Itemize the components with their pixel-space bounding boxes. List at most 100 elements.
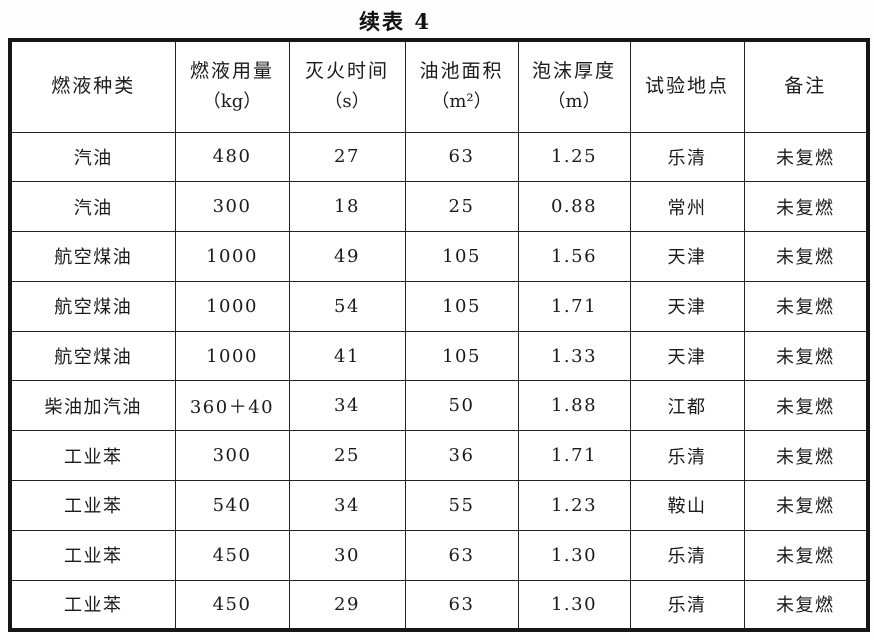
table-cell: 300 (174, 430, 290, 482)
table-cell: 18 (288, 181, 406, 233)
table-row: 汽油 300 18 25 0.88 常州 未复燃 (9, 181, 869, 233)
table-row: 汽油 480 27 63 1.25 乐清 未复燃 (9, 131, 869, 183)
column-unit: （m²） (431, 91, 492, 113)
column-unit: （m） (547, 91, 601, 113)
table-cell: 未复燃 (743, 430, 869, 482)
table-cell: 工业苯 (9, 430, 176, 482)
column-header: 备注 (743, 39, 869, 133)
table-cell: 49 (288, 231, 406, 282)
column-header: 试验地点 (629, 39, 745, 133)
column-label: 油池面积 (419, 60, 504, 83)
table-cell: 1.23 (517, 480, 631, 531)
table-cell: 30 (288, 529, 406, 581)
table-cell: 航空煤油 (9, 231, 176, 282)
data-table: 燃液种类 燃液用量 （kg） 灭火时间 （s） 油池面积 （m²） 泡沫厚度 （m） 试验地点 备注… (8, 38, 870, 632)
table-row: 航空煤油 1000 54 105 1.71 天津 未复燃 (9, 280, 869, 332)
table-cell: 汽油 (9, 181, 176, 233)
column-header: 灭火时间 （s） (288, 39, 406, 133)
table-cell: 天津 (629, 231, 745, 282)
column-header: 泡沫厚度 （m） (517, 39, 631, 133)
table-cell: 天津 (629, 330, 745, 382)
table-cell: 未复燃 (743, 131, 869, 183)
table-cell: 未复燃 (743, 330, 869, 382)
table-row: 航空煤油 1000 41 105 1.33 天津 未复燃 (9, 330, 869, 382)
table-cell: 105 (404, 330, 519, 382)
table-cell: 1.56 (517, 231, 631, 282)
table-cell: 450 (174, 529, 290, 581)
table-cell: 105 (404, 280, 519, 332)
table-cell: 1000 (174, 231, 290, 282)
table-row: 工业苯 300 25 36 1.71 乐清 未复燃 (9, 430, 869, 482)
table-cell: 未复燃 (743, 181, 869, 233)
table-row: 工业苯 450 29 63 1.30 乐清 未复燃 (9, 579, 869, 631)
table-cell: 航空煤油 (9, 280, 176, 332)
table-cell: 450 (174, 579, 290, 631)
table-title: 续表 4 (359, 9, 431, 34)
table-header: 燃液种类 燃液用量 （kg） 灭火时间 （s） 油池面积 （m²） 泡沫厚度 （m） 试验地点 备注 (9, 39, 869, 133)
table-cell: 54 (288, 280, 406, 332)
table-cell: 1.71 (517, 280, 631, 332)
table-cell: 未复燃 (743, 231, 869, 282)
table-cell: 34 (288, 380, 406, 432)
table-row: 工业苯 450 30 63 1.30 乐清 未复燃 (9, 529, 869, 581)
table-cell: 乐清 (629, 131, 745, 183)
table-cell: 常州 (629, 181, 745, 233)
table-cell: 柴油加汽油 (9, 380, 176, 432)
table-cell: 1000 (174, 280, 290, 332)
table-cell: 63 (404, 131, 519, 183)
table-body: 汽油 480 27 63 1.25 乐清 未复燃 汽油 300 18 25 0.88 常州 未复燃 航空煤油… (9, 131, 869, 631)
table-cell: 55 (404, 480, 519, 531)
table-cell: 未复燃 (743, 380, 869, 432)
table-cell: 50 (404, 380, 519, 432)
table-cell: 360＋40 (174, 380, 290, 432)
table-cell: 工业苯 (9, 480, 176, 531)
table-cell: 未复燃 (743, 480, 869, 531)
table-cell: 航空煤油 (9, 330, 176, 382)
table-cell: 29 (288, 579, 406, 631)
table-cell: 鞍山 (629, 480, 745, 531)
table-cell: 1.33 (517, 330, 631, 382)
column-unit: （kg） (202, 91, 262, 113)
table-cell: 天津 (629, 280, 745, 332)
column-header: 燃液种类 (9, 39, 176, 133)
table-row: 工业苯 540 34 55 1.23 鞍山 未复燃 (9, 480, 869, 531)
table-cell: 乐清 (629, 529, 745, 581)
table-cell: 300 (174, 181, 290, 233)
table-cell: 汽油 (9, 131, 176, 183)
table-cell: 25 (404, 181, 519, 233)
table-cell: 540 (174, 480, 290, 531)
table-cell: 36 (404, 430, 519, 482)
table-cell: 63 (404, 579, 519, 631)
table-cell: 1.30 (517, 529, 631, 581)
table-cell: 未复燃 (743, 579, 869, 631)
column-label: 燃液用量 (189, 60, 274, 83)
table-cell: 63 (404, 529, 519, 581)
table-cell: 未复燃 (743, 529, 869, 581)
column-label: 试验地点 (644, 75, 729, 98)
table-cell: 1.25 (517, 131, 631, 183)
table-cell: 江都 (629, 380, 745, 432)
table-cell: 工业苯 (9, 579, 176, 631)
column-label: 备注 (784, 75, 827, 98)
table-cell: 0.88 (517, 181, 631, 233)
table-cell: 乐清 (629, 430, 745, 482)
table-cell: 1.30 (517, 579, 631, 631)
column-header: 油池面积 （m²） (404, 39, 519, 133)
table-cell: 1.71 (517, 430, 631, 482)
table-cell: 1.88 (517, 380, 631, 432)
column-label: 燃液种类 (51, 75, 136, 98)
table-cell: 41 (288, 330, 406, 382)
column-label: 泡沫厚度 (531, 60, 616, 83)
table-cell: 34 (288, 480, 406, 531)
table-cell: 1000 (174, 330, 290, 382)
column-header: 燃液用量 （kg） (174, 39, 290, 133)
table-cell: 105 (404, 231, 519, 282)
column-unit: （s） (324, 91, 370, 113)
table-cell: 工业苯 (9, 529, 176, 581)
table-cell: 25 (288, 430, 406, 482)
header-row: 燃液种类 燃液用量 （kg） 灭火时间 （s） 油池面积 （m²） 泡沫厚度 （m） 试验地点 备注 (9, 39, 869, 133)
column-label: 灭火时间 (304, 60, 389, 83)
table-row: 航空煤油 1000 49 105 1.56 天津 未复燃 (9, 231, 869, 282)
table-cell: 27 (288, 131, 406, 183)
